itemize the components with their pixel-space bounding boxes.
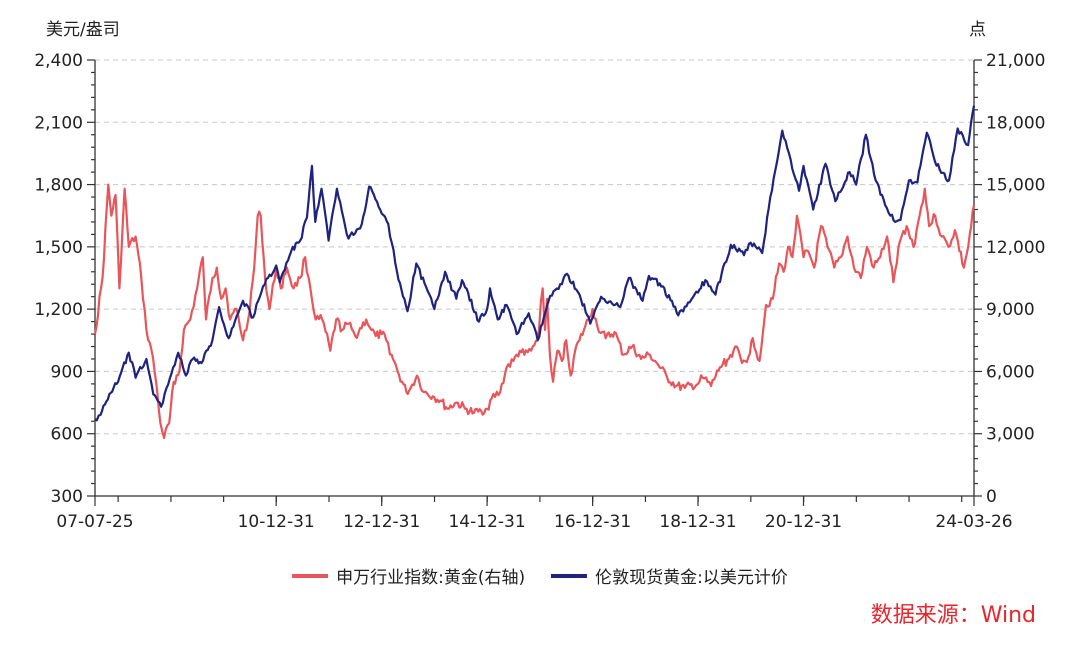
left-axis-unit: 美元/盎司 <box>46 20 120 40</box>
series-line-london-gold <box>94 105 976 422</box>
series-lines <box>93 105 976 439</box>
legend-item-london-gold[interactable]: 伦敦现货黄金:以美元计价 <box>551 563 788 588</box>
right-axis-tick-label: 0 <box>986 487 997 507</box>
x-axis-tick-label: 14-12-31 <box>448 512 525 532</box>
legend-swatch-london-gold <box>551 573 588 578</box>
x-axis-tick-label: 24-03-26 <box>935 512 1012 532</box>
x-axis-tick-label: 16-12-31 <box>554 512 631 532</box>
x-axis-tick-label: 18-12-31 <box>659 512 736 532</box>
axes: 300 600 900 1,200 1,500 1,800 2,100 2,400 0 3,000… <box>34 51 1045 532</box>
left-axis-tick-label: 1,500 <box>34 238 83 258</box>
left-axis-tick-label: 600 <box>51 425 83 445</box>
right-axis-tick-label: 18,000 <box>986 113 1045 133</box>
left-axis-tick-label: 1,800 <box>34 176 83 196</box>
left-axis-tick-label: 2,400 <box>34 51 83 71</box>
dual-axis-line-chart: 美元/盎司 点 300 600 900 1,200 1,500 1,800 2,100 2,4… <box>34 20 1045 532</box>
legend-label-london-gold: 伦敦现货黄金:以美元计价 <box>595 568 788 588</box>
legend-swatch-sw-index <box>292 573 329 578</box>
right-axis-tick-label: 12,000 <box>986 238 1045 258</box>
source-note: 数据来源：Wind <box>870 603 1036 628</box>
right-axis-tick-label: 6,000 <box>986 362 1035 382</box>
legend: 申万行业指数:黄金(右轴) 伦敦现货黄金:以美元计价 <box>0 563 1080 588</box>
x-axis-tick-label: 07-07-25 <box>56 512 133 532</box>
gridlines <box>95 59 974 435</box>
right-axis-unit: 点 <box>969 20 986 40</box>
series-line-sw-gold-index <box>93 183 976 439</box>
legend-label-sw-index: 申万行业指数:黄金(右轴) <box>336 568 526 588</box>
x-axis-tick-label: 12-12-31 <box>343 512 420 532</box>
x-axis-tick-label: 10-12-31 <box>238 512 315 532</box>
right-axis-tick-label: 9,000 <box>986 300 1035 320</box>
left-axis-tick-label: 1,200 <box>34 300 83 320</box>
left-axis-tick-label: 2,100 <box>34 113 83 133</box>
right-axis-tick-label: 3,000 <box>986 425 1035 445</box>
legend-item-sw-index[interactable]: 申万行业指数:黄金(右轴) <box>292 563 525 588</box>
left-axis-tick-label: 900 <box>51 362 83 382</box>
right-axis-tick-label: 21,000 <box>986 51 1045 71</box>
left-axis-tick-label: 300 <box>51 487 83 507</box>
x-axis-tick-label: 20-12-31 <box>765 512 842 532</box>
right-axis-tick-label: 15,000 <box>986 176 1045 196</box>
